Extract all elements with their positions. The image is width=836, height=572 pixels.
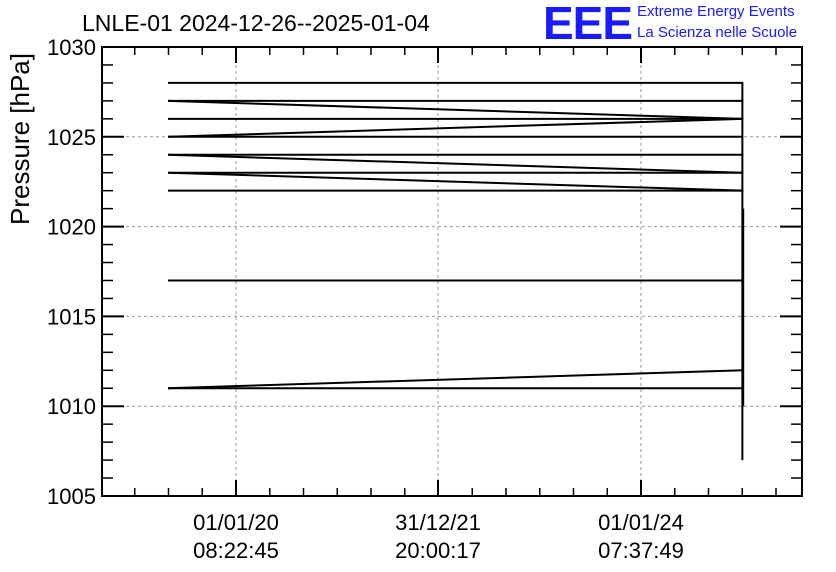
x-tick-labels: 01/01/20 08:22:45 31/12/21 20:00:17 01/01/24… xyxy=(193,510,684,563)
plot-frame xyxy=(101,46,803,497)
x-tick-label-time: 07:37:49 xyxy=(598,538,684,563)
data-segment xyxy=(167,117,744,138)
x-tick-label-date: 31/12/21 xyxy=(395,510,481,535)
y-tick-label: 1005 xyxy=(47,484,96,509)
org-name-line2: La Scienza nelle Scuole xyxy=(637,24,798,41)
y-tick-label: 1025 xyxy=(47,125,96,150)
data-segment xyxy=(167,369,744,390)
chart-title: LNLE-01 2024-12-26--2025-01-04 xyxy=(82,10,430,36)
pressure-series xyxy=(167,81,745,461)
grid-lines xyxy=(102,47,802,496)
y-tick-label: 1010 xyxy=(47,394,96,419)
axis-ticks xyxy=(102,46,802,497)
x-tick-label-time: 20:00:17 xyxy=(395,538,481,563)
x-tick-label-time: 08:22:45 xyxy=(193,538,279,563)
eee-logo: EEE xyxy=(543,0,633,49)
y-axis-label: Pressure [hPa] xyxy=(5,53,35,225)
y-tick-label: 1020 xyxy=(47,215,96,240)
org-name-line1: Extreme Energy Events xyxy=(637,3,795,20)
data-segment xyxy=(167,99,744,120)
data-segment xyxy=(167,153,744,174)
y-tick-labels: 1005 1010 1015 1020 1025 1030 xyxy=(47,35,96,509)
data-segment xyxy=(167,171,744,192)
y-tick-label: 1030 xyxy=(47,35,96,60)
x-tick-label-date: 01/01/20 xyxy=(193,510,279,535)
x-tick-label-date: 01/01/24 xyxy=(598,510,684,535)
y-tick-label: 1015 xyxy=(47,304,96,329)
